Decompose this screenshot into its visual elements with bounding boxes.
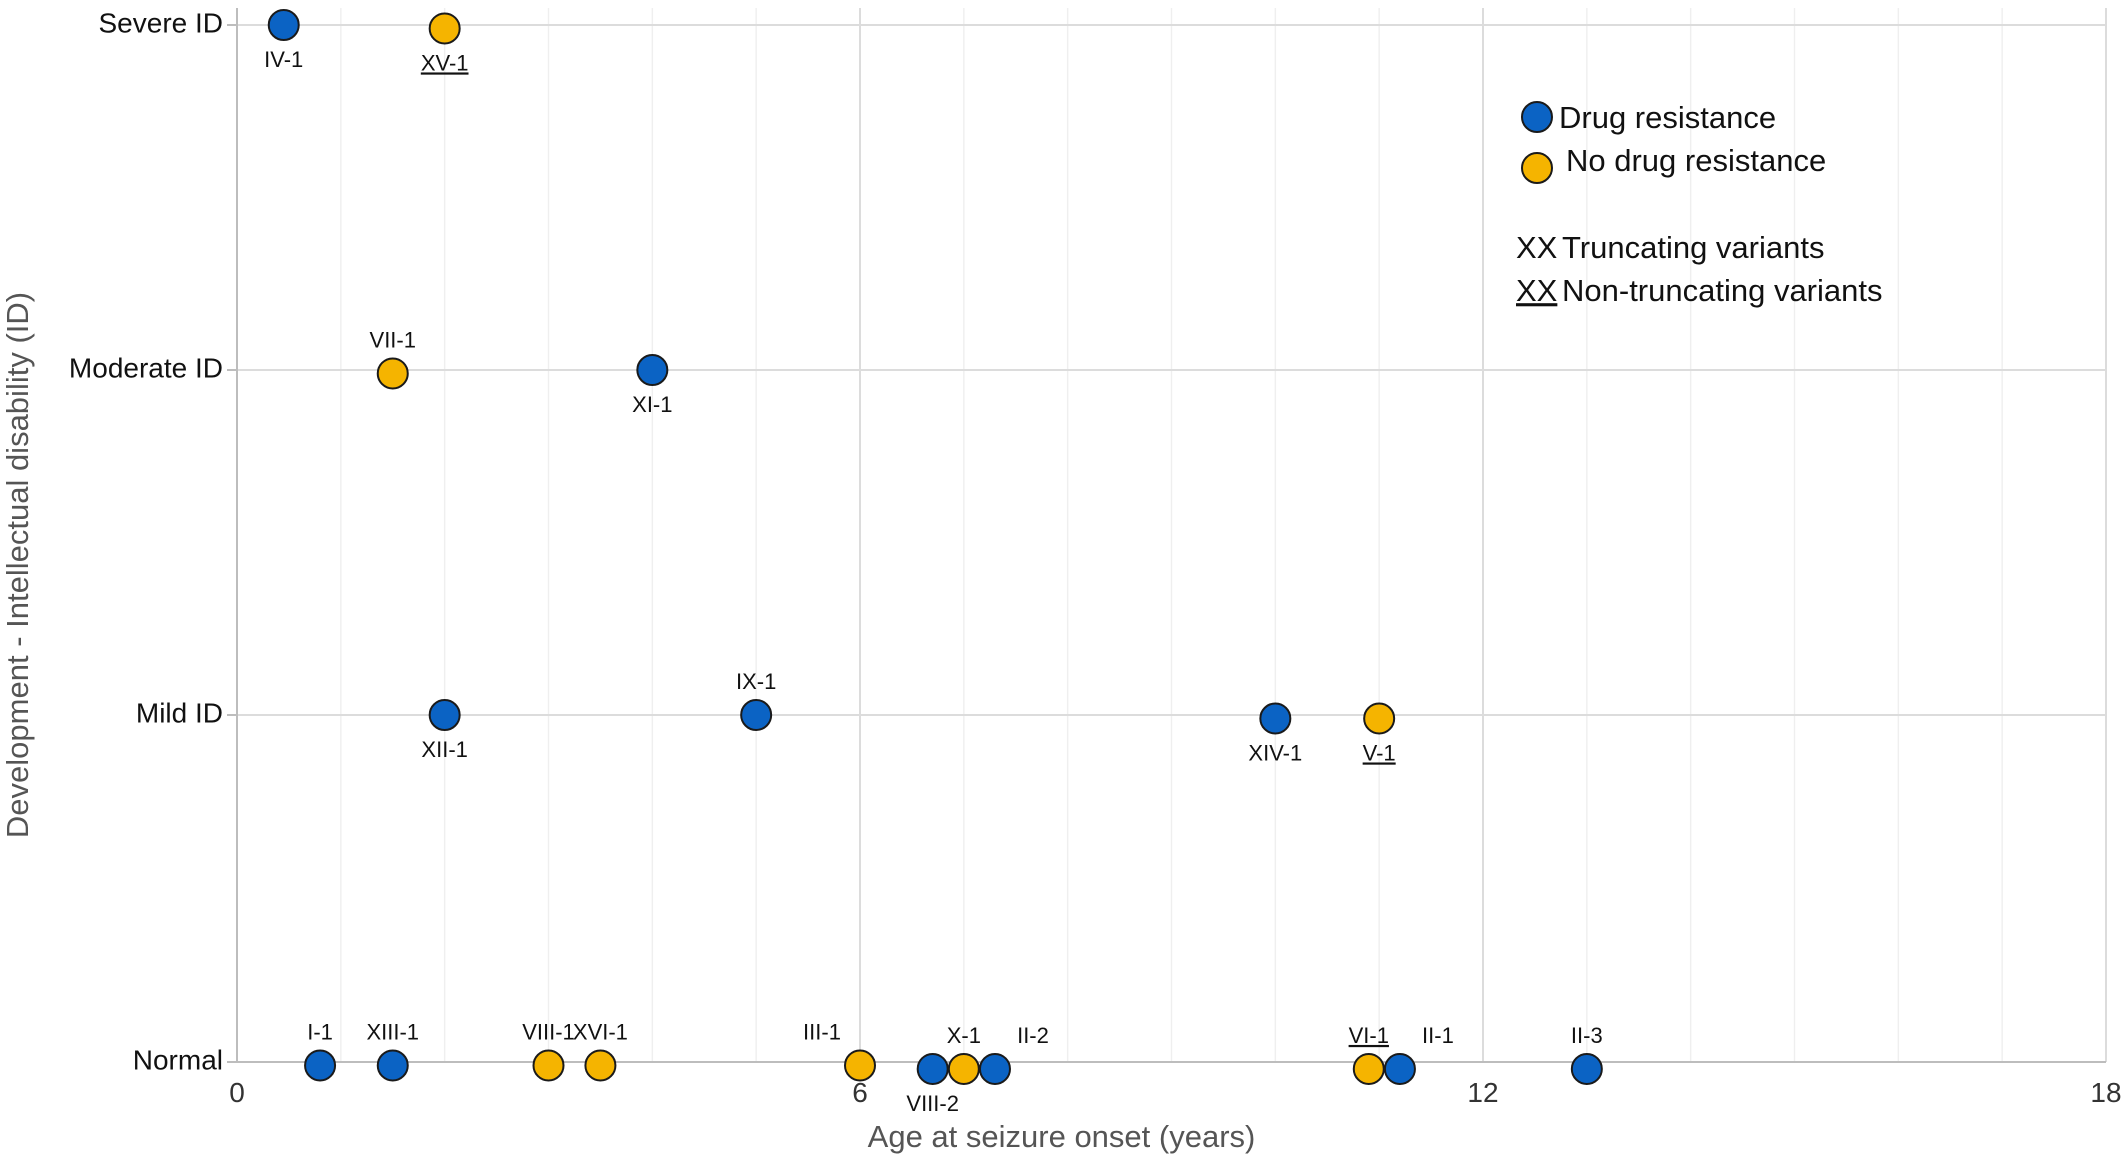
data-point (1570, 1052, 1603, 1085)
data-point-label: IV-1 (264, 47, 303, 72)
data-point-label: XV-1 (421, 50, 469, 75)
data-points: IV-1 XV-1 VII-1 XI-1 XII-1 IX-1 XIV-1 V-1 I-1 XII… (264, 9, 1603, 1116)
data-point (304, 1049, 337, 1082)
legend-marker-non-truncating: XX (1516, 273, 1558, 308)
data-point (1352, 1052, 1385, 1085)
legend-marker-truncating: XX (1516, 230, 1558, 265)
x-tick-label: 18 (2090, 1077, 2121, 1108)
data-point (428, 699, 461, 731)
legend-label-drug-resistance: Drug resistance (1559, 100, 1776, 135)
x-tick-label: 6 (852, 1077, 868, 1108)
data-point (376, 357, 409, 390)
data-point-label: III-1 (803, 1019, 841, 1044)
y-axis-title: Development - Intellectual disability (I… (0, 292, 35, 838)
data-point-label: IX-1 (736, 669, 776, 694)
data-point-label: V-1 (1363, 740, 1396, 765)
data-point-label: VI-1 (1349, 1023, 1389, 1048)
data-point-label: XIII-1 (366, 1019, 419, 1044)
data-point-label: XI-1 (632, 392, 672, 417)
legend-label-non-truncating: Non-truncating variants (1562, 273, 1883, 308)
data-point (636, 354, 669, 386)
data-point-label: II-3 (1571, 1023, 1603, 1048)
data-point (978, 1052, 1011, 1085)
legend-marker-drug-resistance (1521, 101, 1553, 133)
data-point-label: I-1 (307, 1019, 333, 1044)
y-tick-label: Normal (133, 1044, 223, 1075)
data-point (532, 1049, 565, 1082)
data-point-label: XIV-1 (1248, 740, 1302, 765)
data-point-label: II-1 (1422, 1023, 1454, 1048)
y-tick-label: Severe ID (99, 7, 224, 38)
data-point (947, 1052, 980, 1085)
tick-labels: Normal Mild ID Moderate ID Severe ID 0 6 12 18 (69, 7, 2122, 1108)
data-point-label: X-1 (947, 1023, 981, 1048)
data-point (1259, 702, 1292, 735)
data-point (428, 12, 461, 45)
y-tick-label: Moderate ID (69, 352, 223, 383)
data-point-label: VII-1 (370, 327, 416, 352)
data-point (267, 9, 300, 41)
gridlines (237, 8, 2107, 1062)
legend-label-no-drug-resistance: No drug resistance (1566, 143, 1826, 178)
legend-marker-no-drug-resistance (1521, 152, 1553, 184)
data-point-label: XVI-1 (573, 1019, 628, 1044)
data-point (844, 1049, 876, 1082)
data-point (1363, 702, 1396, 735)
data-point-label: VIII-2 (906, 1091, 959, 1116)
data-point-label: XII-1 (421, 737, 467, 762)
data-point (1383, 1052, 1416, 1085)
y-tick-label: Mild ID (136, 697, 223, 728)
data-point (916, 1052, 949, 1085)
data-point-label: II-2 (1017, 1023, 1049, 1048)
legend-label-truncating: Truncating variants (1562, 230, 1824, 265)
data-point (584, 1049, 617, 1082)
data-point (376, 1049, 409, 1082)
data-point (740, 699, 773, 731)
data-point-label: VIII-1 (522, 1019, 575, 1044)
x-axis-title: Age at seizure onset (years) (868, 1119, 1256, 1154)
legend: Drug resistance No drug resistance XX Tr… (1516, 100, 1883, 308)
x-tick-label: 0 (229, 1077, 245, 1108)
x-tick-label: 12 (1467, 1077, 1498, 1108)
